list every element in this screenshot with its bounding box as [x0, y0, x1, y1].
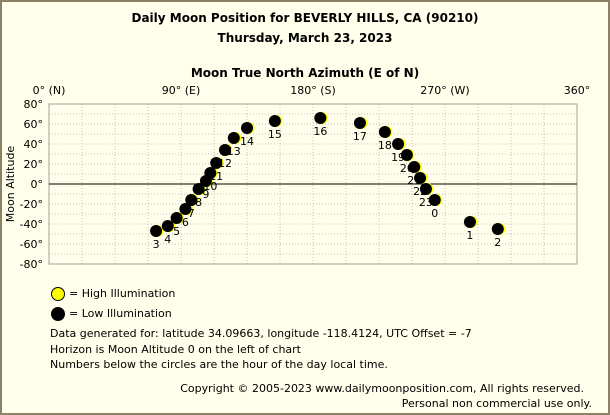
- hour-label: 17: [353, 130, 367, 143]
- moon-point: [314, 112, 326, 124]
- hour-label-note: Numbers below the circles are the hour o…: [50, 358, 388, 371]
- hour-label: 15: [268, 128, 282, 141]
- y-tick-label: -60°: [20, 238, 43, 251]
- hour-label: 0: [431, 207, 438, 220]
- copyright-text: Copyright © 2005-2023 www.dailymoonposit…: [180, 382, 584, 395]
- y-tick-label: 0°: [31, 178, 44, 191]
- hour-label: 1: [466, 229, 473, 242]
- legend-high-label: = High Illumination: [69, 287, 175, 300]
- y-tick-label: -80°: [20, 258, 43, 271]
- moon-point: [420, 183, 432, 195]
- hour-label: 8: [195, 196, 202, 209]
- moon-point: [269, 115, 281, 127]
- hour-label: 13: [227, 145, 241, 158]
- x-tick-label: 90° (E): [162, 84, 201, 97]
- hour-label: 4: [164, 233, 171, 246]
- hour-label: 3: [153, 238, 160, 251]
- axes: 0° (N)90° (E)180° (S)270° (W)360°80°60°4…: [4, 84, 590, 271]
- horizon-note: Horizon is Moon Altitude 0 on the left o…: [50, 343, 301, 356]
- moon-points: 34567891011121314151617181920212223012: [150, 112, 505, 251]
- y-tick-label: 20°: [24, 158, 44, 171]
- x-tick-label: 270° (W): [420, 84, 469, 97]
- moon-point: [171, 212, 183, 224]
- hour-label: 18: [378, 139, 392, 152]
- y-tick-label: 40°: [24, 138, 44, 151]
- moon-point: [429, 194, 441, 206]
- moon-point: [150, 225, 162, 237]
- y-tick-label: -20°: [20, 198, 43, 211]
- moon-point: [464, 216, 476, 228]
- y-axis-label: Moon Altitude: [4, 146, 17, 223]
- moon-point: [408, 161, 420, 173]
- moon-point: [392, 138, 404, 150]
- moon-point: [414, 172, 426, 184]
- hour-label: 16: [313, 125, 327, 138]
- moon-point: [492, 223, 504, 235]
- yellow-circle-icon: [51, 287, 65, 301]
- y-tick-label: -40°: [20, 218, 43, 231]
- y-tick-label: 60°: [24, 118, 44, 131]
- hour-label: 12: [218, 157, 232, 170]
- moon-point: [379, 126, 391, 138]
- hour-label: 7: [188, 207, 195, 220]
- license-text: Personal non commercial use only.: [402, 397, 592, 410]
- hour-label: 2: [494, 236, 501, 249]
- y-tick-label: 80°: [24, 98, 44, 111]
- moon-point: [241, 122, 253, 134]
- data-location-note: Data generated for: latitude 34.09663, l…: [50, 327, 472, 340]
- hour-label: 5: [173, 225, 180, 238]
- legend-low-label: = Low Illumination: [69, 307, 172, 320]
- moon-point: [401, 149, 413, 161]
- hour-label: 11: [209, 170, 223, 183]
- x-tick-label: 360°: [564, 84, 591, 97]
- x-tick-label: 0° (N): [33, 84, 66, 97]
- moon-point: [354, 117, 366, 129]
- x-tick-label: 180° (S): [290, 84, 336, 97]
- hour-label: 14: [240, 135, 254, 148]
- moon-point: [228, 132, 240, 144]
- black-circle-icon: [51, 307, 65, 321]
